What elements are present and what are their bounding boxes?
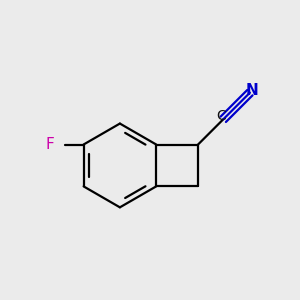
Text: C: C <box>216 110 226 123</box>
Text: F: F <box>46 137 55 152</box>
Text: N: N <box>246 83 258 98</box>
